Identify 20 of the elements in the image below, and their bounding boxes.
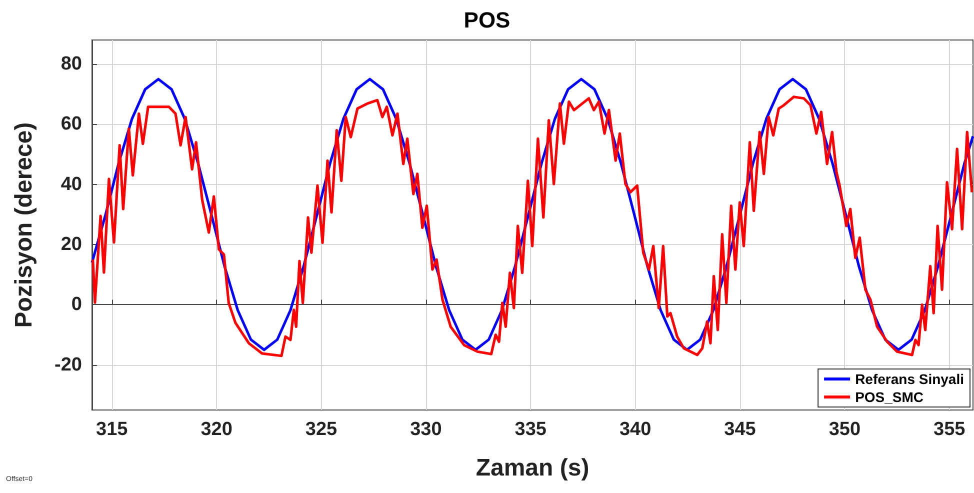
x-tick-label: 330 (410, 419, 442, 440)
x-tick-label: 325 (305, 419, 338, 440)
y-tick-label: -20 (54, 354, 82, 376)
x-tick-label: 355 (933, 419, 966, 440)
y-tick-label: 80 (60, 54, 82, 75)
x-tick-label: 350 (828, 419, 861, 440)
y-tick-label: 40 (60, 174, 82, 195)
x-tick-label: 320 (200, 419, 232, 440)
x-tick-label: 345 (724, 419, 756, 440)
x-tick-label: 340 (619, 419, 652, 440)
y-tick-label: 0 (71, 294, 82, 316)
chart-title: POS (464, 8, 510, 32)
y-axis-title: Pozisyon (derece) (10, 122, 38, 328)
legend-label: Referans Sinyali (855, 371, 964, 387)
x-axis-title: Zaman (s) (476, 454, 590, 482)
legend-label: POS_SMC (855, 389, 924, 405)
x-tick-label: 315 (96, 419, 128, 440)
x-tick-label: 335 (514, 419, 547, 440)
y-tick-label: 60 (60, 114, 82, 135)
y-tick-label: 20 (60, 234, 82, 256)
